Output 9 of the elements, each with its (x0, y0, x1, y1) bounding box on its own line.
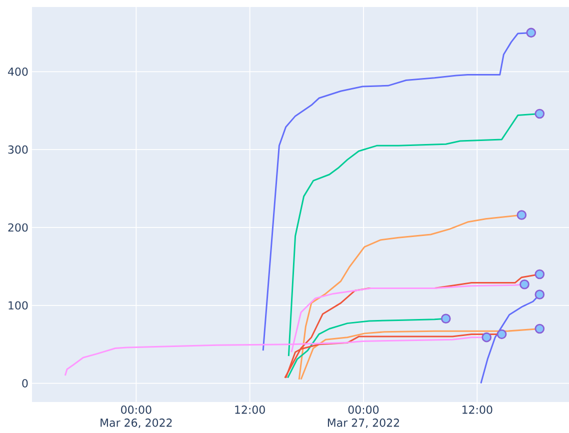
x-tick-label: 12:00 (235, 406, 265, 414)
y-tick-label: 300 (8, 145, 28, 154)
y-tick-label: 0 (22, 379, 28, 388)
y-tick-label: 100 (8, 301, 28, 310)
y-tick-label: 200 (8, 223, 28, 232)
x-tick-label: 00:00 Mar 26, 2022 (100, 406, 172, 428)
y-tick-label: 400 (8, 68, 28, 76)
x-tick-label: 12:00 (462, 406, 492, 414)
x-tick-label: 00:00 Mar 27, 2022 (328, 406, 399, 428)
